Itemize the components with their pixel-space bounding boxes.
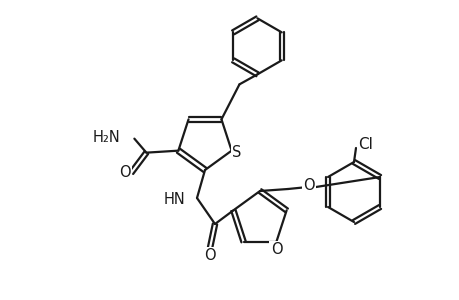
Text: H₂N: H₂N xyxy=(92,130,120,145)
Text: O: O xyxy=(270,242,282,257)
Text: Cl: Cl xyxy=(358,136,373,152)
Text: HN: HN xyxy=(163,193,185,208)
Text: O: O xyxy=(302,178,314,194)
Text: O: O xyxy=(119,165,131,180)
Text: O: O xyxy=(204,248,215,263)
Text: S: S xyxy=(231,145,241,160)
